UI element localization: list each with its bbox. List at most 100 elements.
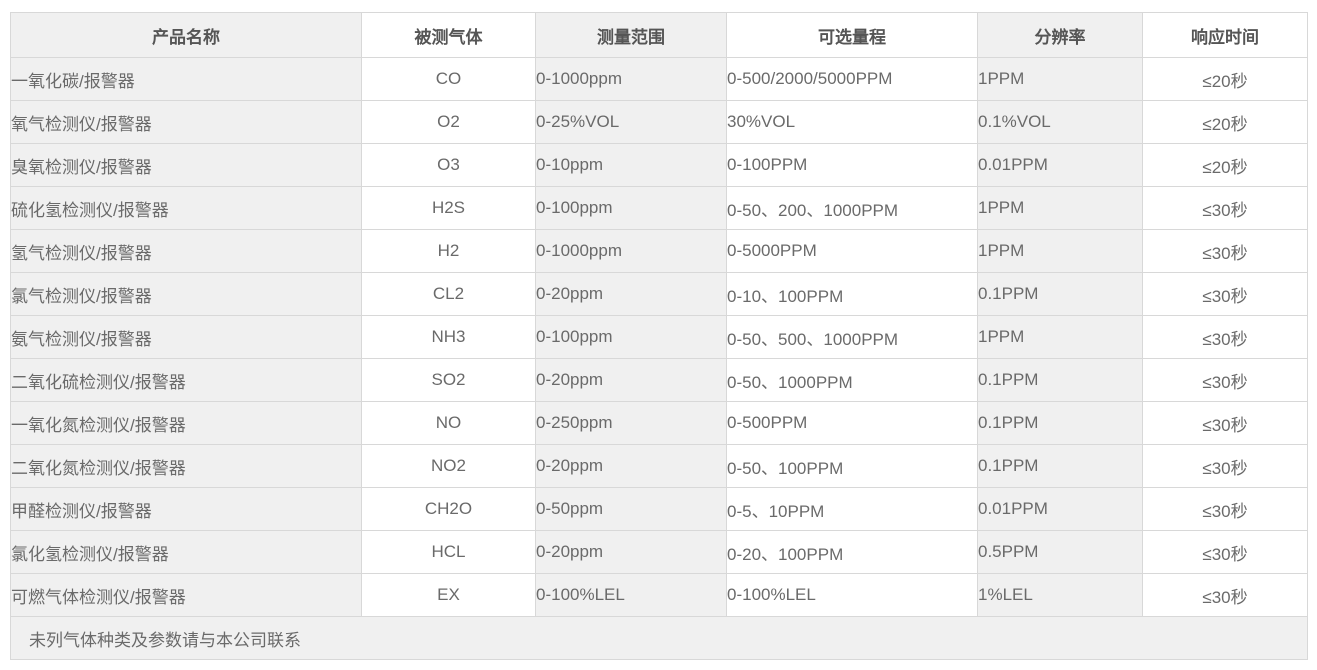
cell-resolution: 1PPM (977, 57, 1143, 101)
column-header-product-name: 产品名称 (10, 12, 362, 58)
cell-measure-range: 0-250ppm (535, 401, 727, 445)
cell-gas: NO2 (361, 444, 536, 488)
cell-measure-range: 0-50ppm (535, 487, 727, 531)
cell-product-name: 二氧化氮检测仪/报警器 (10, 444, 362, 488)
table-row: 可燃气体检测仪/报警器 EX 0-100%LEL 0-100%LEL 1%LEL ≤30秒 (10, 573, 1308, 617)
cell-response-time: ≤30秒 (1142, 487, 1308, 531)
cell-product-name: 二氧化硫检测仪/报警器 (10, 358, 362, 402)
column-header-measure-range: 测量范围 (535, 12, 727, 58)
cell-optional-range: 0-500/2000/5000PPM (726, 57, 978, 101)
cell-response-time: ≤30秒 (1142, 573, 1308, 617)
cell-measure-range: 0-10ppm (535, 143, 727, 187)
cell-optional-range: 0-500PPM (726, 401, 978, 445)
table-row: 二氧化氮检测仪/报警器 NO2 0-20ppm 0-50、100PPM 0.1PPM ≤3… (10, 444, 1308, 488)
cell-resolution: 0.01PPM (977, 143, 1143, 187)
cell-resolution: 0.1PPM (977, 401, 1143, 445)
cell-optional-range: 0-10、100PPM (726, 272, 978, 316)
cell-measure-range: 0-25%VOL (535, 100, 727, 144)
table-row: 氨气检测仪/报警器 NH3 0-100ppm 0-50、500、1000PPM 1PPM… (10, 315, 1308, 359)
cell-measure-range: 0-20ppm (535, 272, 727, 316)
cell-optional-range: 0-50、1000PPM (726, 358, 978, 402)
cell-optional-range: 0-50、100PPM (726, 444, 978, 488)
cell-response-time: ≤20秒 (1142, 143, 1308, 187)
cell-product-name: 甲醛检测仪/报警器 (10, 487, 362, 531)
cell-product-name: 氢气检测仪/报警器 (10, 229, 362, 273)
cell-product-name: 可燃气体检测仪/报警器 (10, 573, 362, 617)
cell-measure-range: 0-20ppm (535, 358, 727, 402)
cell-gas: EX (361, 573, 536, 617)
cell-gas: CH2O (361, 487, 536, 531)
table-footer-row: 未列气体种类及参数请与本公司联系 (10, 616, 1308, 660)
cell-optional-range: 30%VOL (726, 100, 978, 144)
cell-product-name: 一氧化碳/报警器 (10, 57, 362, 101)
cell-gas: CL2 (361, 272, 536, 316)
table-row: 氧气检测仪/报警器 O2 0-25%VOL 30%VOL 0.1%VOL ≤20秒 (10, 100, 1308, 144)
cell-response-time: ≤30秒 (1142, 272, 1308, 316)
table-row: 硫化氢检测仪/报警器 H2S 0-100ppm 0-50、200、1000PPM 1PP… (10, 186, 1308, 230)
cell-product-name: 氨气检测仪/报警器 (10, 315, 362, 359)
table-row: 二氧化硫检测仪/报警器 SO2 0-20ppm 0-50、1000PPM 0.1PPM ≤… (10, 358, 1308, 402)
table-header-row: 产品名称 被测气体 测量范围 可选量程 分辨率 响应时间 (10, 12, 1308, 58)
cell-response-time: ≤20秒 (1142, 100, 1308, 144)
column-header-gas: 被测气体 (361, 12, 536, 58)
cell-resolution: 1PPM (977, 315, 1143, 359)
cell-gas: O3 (361, 143, 536, 187)
cell-optional-range: 0-100PPM (726, 143, 978, 187)
cell-gas: NO (361, 401, 536, 445)
cell-measure-range: 0-20ppm (535, 444, 727, 488)
table-row: 一氧化碳/报警器 CO 0-1000ppm 0-500/2000/5000PPM 1PP… (10, 57, 1308, 101)
cell-gas: HCL (361, 530, 536, 574)
cell-measure-range: 0-20ppm (535, 530, 727, 574)
cell-gas: H2 (361, 229, 536, 273)
cell-resolution: 1PPM (977, 186, 1143, 230)
cell-response-time: ≤30秒 (1142, 358, 1308, 402)
column-header-response-time: 响应时间 (1142, 12, 1308, 58)
cell-product-name: 硫化氢检测仪/报警器 (10, 186, 362, 230)
cell-gas: SO2 (361, 358, 536, 402)
cell-measure-range: 0-100ppm (535, 186, 727, 230)
cell-gas: O2 (361, 100, 536, 144)
cell-product-name: 氧气检测仪/报警器 (10, 100, 362, 144)
table-row: 臭氧检测仪/报警器 O3 0-10ppm 0-100PPM 0.01PPM ≤20秒 (10, 143, 1308, 187)
cell-response-time: ≤20秒 (1142, 57, 1308, 101)
table-row: 一氧化氮检测仪/报警器 NO 0-250ppm 0-500PPM 0.1PPM ≤30秒 (10, 401, 1308, 445)
table-row: 甲醛检测仪/报警器 CH2O 0-50ppm 0-5、10PPM 0.01PPM ≤30秒 (10, 487, 1308, 531)
cell-optional-range: 0-100%LEL (726, 573, 978, 617)
column-header-resolution: 分辨率 (977, 12, 1143, 58)
cell-gas: CO (361, 57, 536, 101)
cell-resolution: 0.1PPM (977, 272, 1143, 316)
cell-resolution: 1%LEL (977, 573, 1143, 617)
cell-product-name: 氯气检测仪/报警器 (10, 272, 362, 316)
gas-detector-spec-table: 产品名称 被测气体 测量范围 可选量程 分辨率 响应时间 一氧化碳/报警器 CO 0… (10, 12, 1308, 660)
cell-optional-range: 0-5、10PPM (726, 487, 978, 531)
cell-resolution: 0.5PPM (977, 530, 1143, 574)
cell-response-time: ≤30秒 (1142, 229, 1308, 273)
cell-resolution: 0.01PPM (977, 487, 1143, 531)
cell-resolution: 0.1%VOL (977, 100, 1143, 144)
cell-resolution: 0.1PPM (977, 444, 1143, 488)
table-row: 氯化氢检测仪/报警器 HCL 0-20ppm 0-20、100PPM 0.5PPM ≤30… (10, 530, 1308, 574)
cell-resolution: 0.1PPM (977, 358, 1143, 402)
cell-product-name: 一氧化氮检测仪/报警器 (10, 401, 362, 445)
table-row: 氯气检测仪/报警器 CL2 0-20ppm 0-10、100PPM 0.1PPM ≤30秒 (10, 272, 1308, 316)
cell-resolution: 1PPM (977, 229, 1143, 273)
column-header-optional-range: 可选量程 (726, 12, 978, 58)
cell-measure-range: 0-1000ppm (535, 229, 727, 273)
cell-response-time: ≤30秒 (1142, 186, 1308, 230)
cell-response-time: ≤30秒 (1142, 401, 1308, 445)
cell-response-time: ≤30秒 (1142, 315, 1308, 359)
cell-gas: H2S (361, 186, 536, 230)
table-body: 一氧化碳/报警器 CO 0-1000ppm 0-500/2000/5000PPM 1PP… (10, 57, 1308, 617)
cell-response-time: ≤30秒 (1142, 530, 1308, 574)
cell-measure-range: 0-1000ppm (535, 57, 727, 101)
cell-gas: NH3 (361, 315, 536, 359)
cell-product-name: 臭氧检测仪/报警器 (10, 143, 362, 187)
footer-note: 未列气体种类及参数请与本公司联系 (10, 616, 1308, 660)
cell-product-name: 氯化氢检测仪/报警器 (10, 530, 362, 574)
cell-optional-range: 0-20、100PPM (726, 530, 978, 574)
cell-optional-range: 0-50、200、1000PPM (726, 186, 978, 230)
cell-measure-range: 0-100ppm (535, 315, 727, 359)
cell-optional-range: 0-50、500、1000PPM (726, 315, 978, 359)
table-row: 氢气检测仪/报警器 H2 0-1000ppm 0-5000PPM 1PPM ≤30秒 (10, 229, 1308, 273)
cell-measure-range: 0-100%LEL (535, 573, 727, 617)
